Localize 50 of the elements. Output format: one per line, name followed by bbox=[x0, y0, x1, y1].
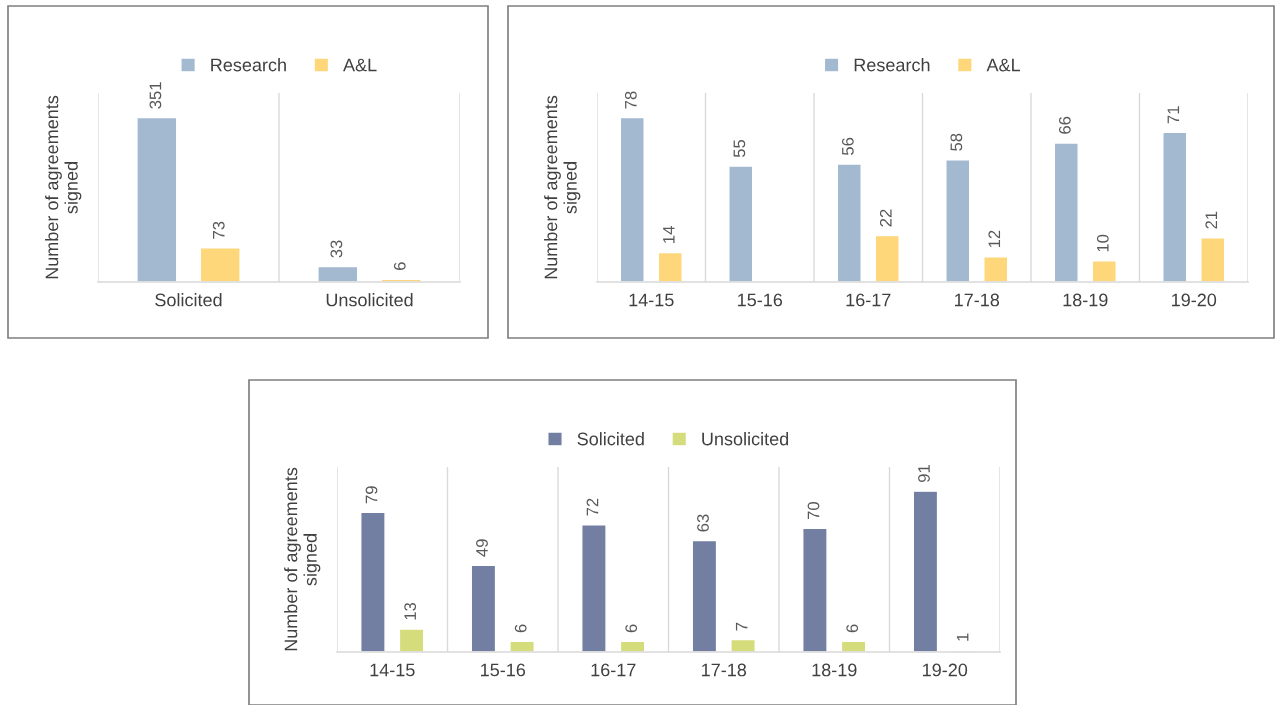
x-tick-label: 19-20 bbox=[923, 663, 968, 677]
x-tick-label: 18-19 bbox=[812, 663, 857, 677]
y-axis-title: Number of agreements signed bbox=[544, 95, 581, 279]
data-label: 66 bbox=[1058, 116, 1071, 134]
x-tick-label: Solicited bbox=[155, 293, 222, 307]
data-label: 22 bbox=[879, 209, 892, 227]
x-tick-label: 18-19 bbox=[1063, 293, 1108, 307]
legend-label: A&L bbox=[986, 58, 1021, 72]
data-label: 70 bbox=[807, 502, 820, 520]
x-tick-label: 17-18 bbox=[955, 293, 1000, 307]
data-label: 56 bbox=[841, 137, 854, 156]
data-label: 14 bbox=[663, 226, 675, 243]
legend-label: Solicited bbox=[577, 432, 644, 446]
data-label: 351 bbox=[149, 82, 162, 109]
data-label: 13 bbox=[404, 602, 417, 620]
data-label: 6 bbox=[514, 624, 527, 633]
data-label: 1 bbox=[956, 633, 969, 641]
legend-label: Unsolicited bbox=[702, 432, 789, 446]
x-tick-label: 16-17 bbox=[846, 293, 891, 307]
x-tick-label: 19-20 bbox=[1172, 293, 1217, 307]
x-tick-label: 16-17 bbox=[591, 663, 636, 677]
data-label: 73 bbox=[212, 221, 225, 239]
data-label: 71 bbox=[1167, 106, 1180, 124]
legend-label: Research bbox=[854, 58, 930, 72]
data-label: 63 bbox=[697, 514, 709, 532]
x-tick-label: 15-16 bbox=[481, 663, 526, 677]
x-tick-label: 14-15 bbox=[629, 293, 674, 307]
legend-label: Research bbox=[211, 58, 286, 72]
data-label: 6 bbox=[393, 262, 406, 271]
data-label: 6 bbox=[846, 624, 859, 633]
data-label: 49 bbox=[476, 539, 488, 557]
data-label: 55 bbox=[733, 139, 746, 158]
x-tick-label: 17-18 bbox=[702, 663, 747, 677]
x-tick-label: 14-15 bbox=[370, 663, 415, 677]
data-label: 91 bbox=[918, 465, 930, 483]
data-label: 7 bbox=[735, 622, 748, 631]
data-label: 10 bbox=[1096, 234, 1109, 252]
data-label: 72 bbox=[586, 498, 599, 516]
y-axis-title: Number of agreements signed bbox=[284, 467, 321, 651]
data-label: 12 bbox=[988, 230, 1001, 248]
y-axis-title: Number of agreements signed bbox=[45, 95, 82, 279]
data-label: 78 bbox=[624, 91, 637, 109]
x-tick-label: 15-16 bbox=[738, 293, 783, 307]
x-tick-label: Unsolicited bbox=[326, 293, 413, 307]
data-label: 21 bbox=[1205, 211, 1218, 229]
data-label: 33 bbox=[330, 240, 343, 258]
legend-label: A&L bbox=[343, 58, 377, 72]
data-label: 58 bbox=[950, 133, 963, 151]
data-label: 79 bbox=[365, 486, 378, 504]
data-label: 6 bbox=[625, 624, 638, 633]
